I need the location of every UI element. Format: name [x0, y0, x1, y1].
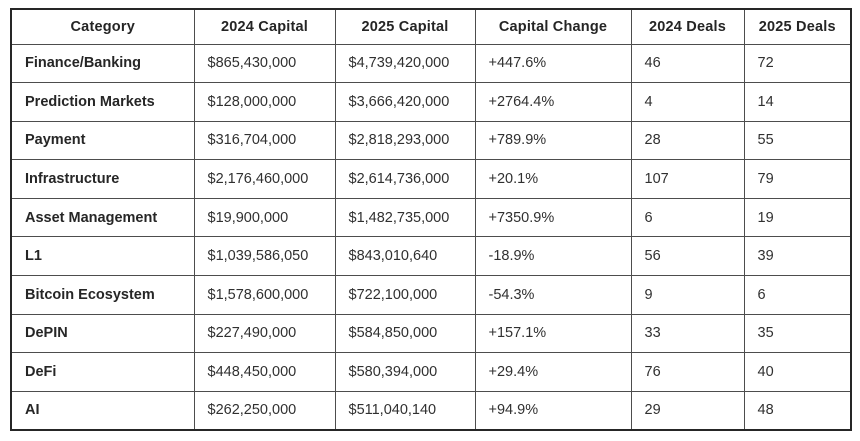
capital-2024-cell: $448,450,000	[193, 352, 336, 392]
capital-2024-cell: $227,490,000	[193, 313, 336, 354]
capital-2025-cell: $843,010,640	[334, 236, 476, 277]
capital-2024-cell: $2,176,460,000	[193, 159, 336, 199]
capital-2025-cell: $2,818,293,000	[334, 120, 476, 161]
capital-change-cell: -18.9%	[474, 236, 632, 277]
deals-2025-cell: 39	[743, 236, 852, 277]
deals-2025-cell: 40	[743, 352, 852, 392]
table-header: Category 2024 Capital 2025 Capital Capit…	[10, 8, 852, 45]
capital-2024-cell: $1,578,600,000	[193, 275, 336, 315]
table-row: Prediction Markets $128,000,000 $3,666,4…	[10, 82, 852, 122]
capital-change-cell: +94.9%	[474, 390, 632, 431]
deals-2025-cell: 48	[743, 390, 852, 431]
deals-2025-cell: 14	[743, 82, 852, 122]
capital-2025-cell: $511,040,140	[334, 390, 476, 431]
capital-change-cell: +29.4%	[474, 352, 632, 392]
deals-2024-cell: 33	[630, 313, 745, 354]
table-row: L1 $1,039,586,050 $843,010,640 -18.9% 56…	[10, 236, 852, 277]
category-cell: Payment	[10, 120, 195, 161]
header-row: Category 2024 Capital 2025 Capital Capit…	[10, 8, 852, 45]
capital-2025-cell: $1,482,735,000	[334, 197, 476, 238]
table-row: DePIN $227,490,000 $584,850,000 +157.1% …	[10, 313, 852, 354]
table-row: AI $262,250,000 $511,040,140 +94.9% 29 4…	[10, 390, 852, 431]
table-body: Finance/Banking $865,430,000 $4,739,420,…	[10, 43, 852, 431]
capital-deals-table: Category 2024 Capital 2025 Capital Capit…	[10, 8, 852, 431]
capital-2025-cell: $580,394,000	[334, 352, 476, 392]
deals-2025-cell: 6	[743, 275, 852, 315]
deals-2024-cell: 28	[630, 120, 745, 161]
deals-2025-cell: 35	[743, 313, 852, 354]
category-cell: Asset Management	[10, 197, 195, 238]
capital-2025-cell: $722,100,000	[334, 275, 476, 315]
capital-change-cell: +447.6%	[474, 43, 632, 84]
table-row: Infrastructure $2,176,460,000 $2,614,736…	[10, 159, 852, 199]
capital-change-cell: -54.3%	[474, 275, 632, 315]
deals-2025-cell: 72	[743, 43, 852, 84]
category-cell: DePIN	[10, 313, 195, 354]
category-cell: AI	[10, 390, 195, 431]
deals-2024-cell: 9	[630, 275, 745, 315]
deals-2024-cell: 76	[630, 352, 745, 392]
category-cell: Finance/Banking	[10, 43, 195, 84]
capital-change-cell: +2764.4%	[474, 82, 632, 122]
capital-2025-cell: $584,850,000	[334, 313, 476, 354]
capital-2025-cell: $3,666,420,000	[334, 82, 476, 122]
deals-2024-cell: 6	[630, 197, 745, 238]
capital-2025-cell: $4,739,420,000	[334, 43, 476, 84]
capital-2024-cell: $128,000,000	[193, 82, 336, 122]
capital-change-cell: +20.1%	[474, 159, 632, 199]
table-row: DeFi $448,450,000 $580,394,000 +29.4% 76…	[10, 352, 852, 392]
category-cell: DeFi	[10, 352, 195, 392]
capital-2024-cell: $865,430,000	[193, 43, 336, 84]
capital-change-cell: +789.9%	[474, 120, 632, 161]
deals-2025-cell: 19	[743, 197, 852, 238]
category-cell: Infrastructure	[10, 159, 195, 199]
capital-change-cell: +7350.9%	[474, 197, 632, 238]
table-row: Asset Management $19,900,000 $1,482,735,…	[10, 197, 852, 238]
deals-2024-cell: 4	[630, 82, 745, 122]
capital-change-cell: +157.1%	[474, 313, 632, 354]
deals-2024-cell: 56	[630, 236, 745, 277]
deals-2025-cell: 55	[743, 120, 852, 161]
deals-2024-cell: 29	[630, 390, 745, 431]
header-cell-2024-capital: 2024 Capital	[193, 8, 336, 45]
deals-2025-cell: 79	[743, 159, 852, 199]
capital-2025-cell: $2,614,736,000	[334, 159, 476, 199]
category-cell: Prediction Markets	[10, 82, 195, 122]
deals-2024-cell: 107	[630, 159, 745, 199]
header-cell-2024-deals: 2024 Deals	[630, 8, 745, 45]
table-row: Bitcoin Ecosystem $1,578,600,000 $722,10…	[10, 275, 852, 315]
category-cell: Bitcoin Ecosystem	[10, 275, 195, 315]
table-row: Payment $316,704,000 $2,818,293,000 +789…	[10, 120, 852, 161]
deals-2024-cell: 46	[630, 43, 745, 84]
capital-2024-cell: $19,900,000	[193, 197, 336, 238]
table-row: Finance/Banking $865,430,000 $4,739,420,…	[10, 43, 852, 84]
header-cell-2025-capital: 2025 Capital	[334, 8, 476, 45]
capital-2024-cell: $262,250,000	[193, 390, 336, 431]
header-cell-2025-deals: 2025 Deals	[743, 8, 852, 45]
capital-2024-cell: $316,704,000	[193, 120, 336, 161]
header-cell-capital-change: Capital Change	[474, 8, 632, 45]
capital-2024-cell: $1,039,586,050	[193, 236, 336, 277]
category-cell: L1	[10, 236, 195, 277]
header-cell-category: Category	[10, 8, 195, 45]
